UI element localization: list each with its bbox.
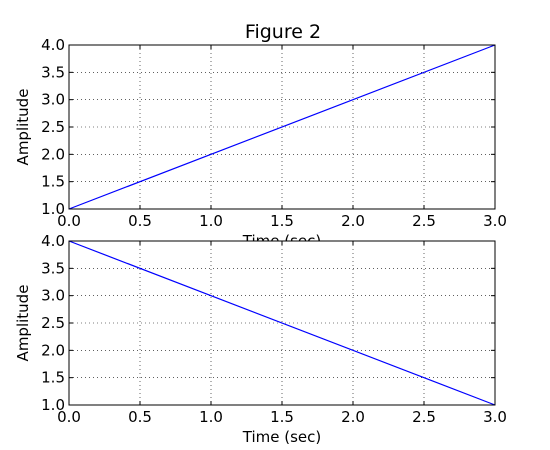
y-tick-label: 2.0 xyxy=(41,341,65,359)
y-tick-label: 2.5 xyxy=(41,118,65,136)
x-tick-label: 1.5 xyxy=(270,408,294,426)
x-tick-label: 2.5 xyxy=(412,408,436,426)
top-subplot: 0.0 0.5 1.0 1.5 2.0 2.5 3.0 1.0 1.5 2.0 2.5 3.0 3.5 4… xyxy=(14,36,507,250)
y-tick-label: 1.5 xyxy=(41,369,65,387)
y-tick-label: 3.0 xyxy=(41,91,65,109)
x-tick-label: 2.0 xyxy=(341,212,365,230)
series-line xyxy=(68,240,496,406)
bottom-subplot: 0.0 0.5 1.0 1.5 2.0 2.5 3.0 1.0 1.5 2.0 2.5 3.0 3.5 4… xyxy=(14,232,507,446)
x-tick-label: 1.0 xyxy=(199,212,223,230)
x-tick-label: 3.0 xyxy=(483,408,507,426)
y-tick-label: 4.0 xyxy=(41,36,65,54)
y-axis-label: Amplitude xyxy=(14,89,32,166)
x-tick-label: 1.0 xyxy=(199,408,223,426)
x-axis-label: Time (sec) xyxy=(242,428,321,446)
x-tick-label: 0.0 xyxy=(57,408,81,426)
x-tick-label: 2.0 xyxy=(341,408,365,426)
x-tick-label: 1.5 xyxy=(270,212,294,230)
y-tick-label: 3.5 xyxy=(41,259,65,277)
plot-frame xyxy=(68,44,496,210)
x-tick-label: 2.5 xyxy=(412,212,436,230)
y-tick-label: 4.0 xyxy=(41,232,65,250)
y-axis-label: Amplitude xyxy=(14,285,32,362)
x-tick-label: 0.5 xyxy=(128,212,152,230)
series-line xyxy=(68,44,496,210)
x-tick-label: 0.0 xyxy=(57,212,81,230)
y-tick-label: 3.5 xyxy=(41,63,65,81)
y-tick-label: 2.5 xyxy=(41,314,65,332)
x-tick-label: 0.5 xyxy=(128,408,152,426)
y-tick-label: 1.5 xyxy=(41,173,65,191)
x-tick-label: 3.0 xyxy=(483,212,507,230)
y-tick-label: 2.0 xyxy=(41,145,65,163)
y-tick-label: 3.0 xyxy=(41,287,65,305)
y-tick-label: 1.0 xyxy=(41,396,65,414)
plot-frame xyxy=(68,240,496,406)
figure-title: Figure 2 xyxy=(245,21,321,43)
y-tick-label: 1.0 xyxy=(41,200,65,218)
